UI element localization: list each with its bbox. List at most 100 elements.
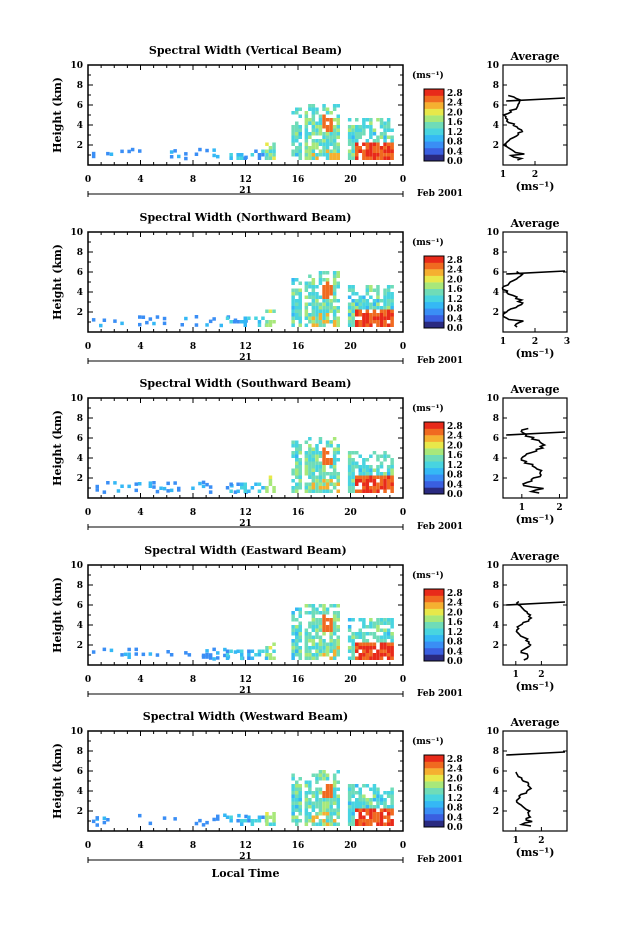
heatmap-cell: [322, 628, 326, 632]
heatmap-cell: [272, 320, 276, 324]
heatmap-cell: [95, 816, 99, 820]
heatmap-cell: [365, 125, 370, 129]
heatmap-cell: [358, 472, 362, 476]
colorbar-frame: [423, 255, 445, 329]
heatmap-cell: [369, 805, 373, 809]
heatmap-cell: [318, 132, 323, 136]
heatmap-cell: [376, 292, 380, 296]
heatmap-cell: [315, 611, 319, 615]
heatmap-cell: [318, 153, 323, 157]
heatmap-cell: [308, 646, 312, 650]
heatmap-cell: [365, 798, 370, 802]
heatmap-cell: [322, 614, 326, 618]
heatmap-cell: [243, 489, 247, 493]
date-label: Feb 2001: [417, 522, 463, 532]
heatmap-cell: [315, 632, 319, 636]
heatmap-cell: [298, 801, 302, 805]
heatmap-cell: [240, 486, 244, 490]
heatmap-cell: [376, 475, 380, 479]
heatmap-cell: [318, 465, 323, 469]
heatmap-cell: [365, 302, 370, 306]
heatmap-cell: [308, 107, 312, 111]
heatmap-cell: [318, 451, 323, 455]
heatmap-cell: [351, 451, 355, 455]
heatmap-cell: [102, 318, 107, 322]
heatmap-cell: [295, 451, 299, 455]
heatmap-cell: [376, 472, 380, 476]
heatmap-cell: [386, 135, 391, 139]
heatmap-cell: [194, 821, 199, 826]
heatmap-cell: [268, 475, 273, 479]
heatmap-cell: [347, 142, 352, 146]
heatmap-cell: [308, 621, 312, 625]
heatmap-cell: [295, 618, 299, 622]
heatmap-cell: [152, 481, 156, 485]
heatmap-cell: [390, 479, 394, 483]
heatmap-cell: [291, 801, 295, 805]
heatmap-cell: [318, 801, 323, 805]
heatmap-cell: [315, 292, 319, 296]
heatmap-cell: [369, 625, 373, 629]
heatmap-cell: [332, 604, 337, 608]
heatmap-cell: [291, 302, 295, 306]
heatmap-cell: [295, 292, 299, 296]
heatmap-cell: [177, 486, 181, 491]
heatmap-cell: [376, 625, 380, 629]
heatmap-cell: [329, 621, 333, 625]
heatmap-cell: [318, 639, 323, 643]
heatmap-cell: [369, 306, 373, 310]
heatmap-cell: [376, 285, 380, 289]
heatmap-cell: [383, 801, 387, 805]
colorbar-segment: [424, 787, 444, 795]
heatmap-cell: [322, 132, 326, 136]
heatmap-cell: [365, 646, 370, 650]
heatmap-cell: [336, 125, 340, 129]
heatmap-cell: [295, 787, 299, 791]
heatmap-cell: [304, 639, 309, 643]
heatmap-cell: [223, 647, 227, 652]
heatmap-cell: [311, 149, 316, 153]
heatmap-cell: [322, 770, 326, 774]
heatmap-cell: [351, 649, 355, 653]
average-spike-line: [506, 270, 566, 275]
heatmap-cell: [311, 819, 316, 823]
heatmap-cell: [355, 153, 359, 157]
heatmap-cell: [376, 649, 380, 653]
heatmap-cell: [379, 656, 384, 660]
heatmap-cell: [318, 479, 323, 483]
heatmap-cell: [386, 482, 391, 486]
heatmap-cell: [390, 458, 394, 462]
heatmap-cell: [315, 791, 319, 795]
heatmap-cell: [91, 650, 96, 654]
heatmap-cell: [308, 447, 312, 451]
heatmap-cell: [369, 323, 373, 327]
heatmap-cell: [291, 139, 295, 143]
heatmap-cell: [291, 316, 295, 320]
heatmap-cell: [194, 323, 199, 327]
heatmap-cell: [329, 118, 333, 122]
heatmap-cell: [351, 801, 355, 805]
heatmap-cell: [298, 653, 302, 657]
colorbar-segment: [424, 95, 444, 103]
heatmap-cell: [265, 822, 269, 826]
heatmap-cell: [325, 815, 330, 819]
heatmap-cell: [304, 306, 309, 310]
heatmap-cell: [325, 316, 330, 320]
heatmap-cell: [372, 784, 377, 788]
heatmap-cell: [369, 149, 373, 153]
heatmap-cell: [355, 146, 359, 150]
heatmap-cell: [247, 815, 251, 819]
heatmap-cell: [291, 299, 295, 303]
heatmap-cell: [362, 486, 366, 490]
heatmap-cell: [355, 784, 359, 788]
heatmap-cell: [298, 444, 302, 448]
colorbar-unit: (ms⁻¹): [412, 570, 444, 581]
heatmap-cell: [308, 313, 312, 317]
heatmap-cell: [376, 486, 380, 490]
heatmap-cell: [304, 653, 309, 657]
heatmap-cell: [304, 153, 309, 157]
heatmap-cell: [322, 135, 326, 139]
heatmap-cell: [322, 649, 326, 653]
colorbar-segment: [424, 288, 444, 296]
heatmap-cell: [268, 479, 273, 483]
